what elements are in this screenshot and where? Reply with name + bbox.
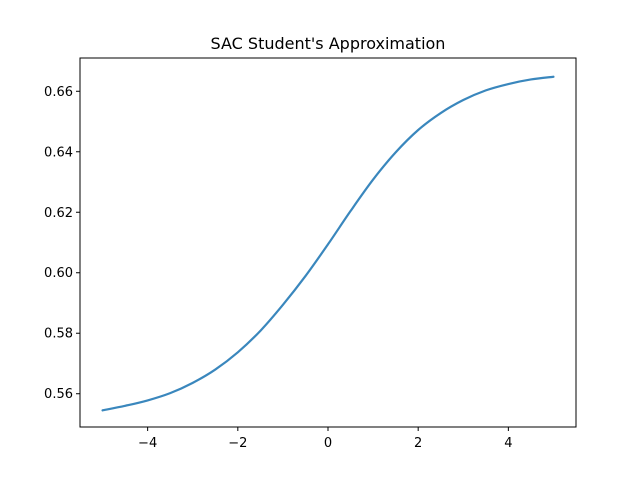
y-tick-label: 0.58 — [44, 327, 73, 342]
y-tick-label: 0.60 — [44, 266, 73, 281]
x-axis: −4 −2 0 2 4 — [138, 427, 513, 451]
chart-title: SAC Student's Approximation — [211, 34, 446, 53]
y-tick-label: 0.62 — [44, 206, 73, 221]
x-tick-label: −4 — [138, 436, 157, 451]
x-tick-label: 4 — [504, 436, 512, 451]
x-tick-label: −2 — [228, 436, 247, 451]
y-tick-label: 0.56 — [44, 387, 73, 402]
series-layer — [101, 75, 555, 412]
plot-frame — [79, 57, 577, 428]
x-tick-label: 2 — [414, 436, 422, 451]
series-line — [101, 75, 555, 412]
y-axis: 0.56 0.58 0.60 0.62 0.64 0.66 — [44, 85, 80, 402]
y-tick-label: 0.64 — [44, 145, 73, 160]
x-tick-label: 0 — [324, 436, 332, 451]
y-tick-label: 0.66 — [44, 85, 73, 100]
